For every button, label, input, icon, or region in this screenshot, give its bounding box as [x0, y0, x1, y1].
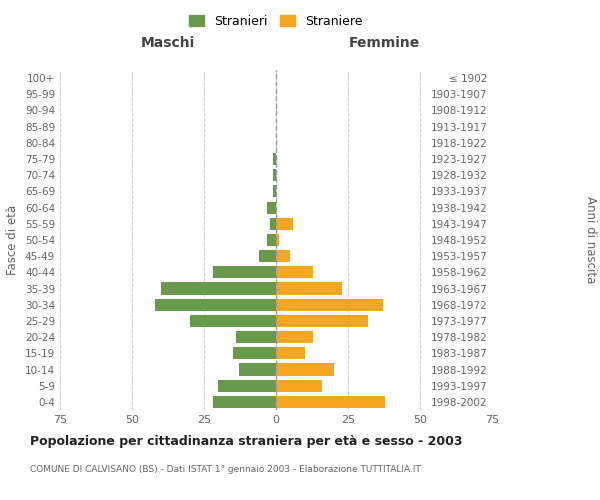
Bar: [268, 202, 276, 213]
Text: COMUNE DI CALVISANO (BS) - Dati ISTAT 1° gennaio 2003 - Elaborazione TUTTITALIA.: COMUNE DI CALVISANO (BS) - Dati ISTAT 1°…: [30, 465, 421, 474]
Bar: [276, 266, 313, 278]
Bar: [259, 250, 276, 262]
Bar: [276, 348, 305, 360]
Bar: [276, 396, 385, 408]
Bar: [276, 234, 279, 246]
Bar: [218, 380, 276, 392]
Bar: [276, 331, 313, 343]
Bar: [155, 298, 276, 311]
Bar: [276, 380, 322, 392]
Bar: [233, 348, 276, 360]
Bar: [273, 169, 276, 181]
Bar: [161, 282, 276, 294]
Bar: [276, 250, 290, 262]
Bar: [276, 298, 383, 311]
Bar: [276, 364, 334, 376]
Bar: [273, 153, 276, 165]
Text: Anni di nascita: Anni di nascita: [584, 196, 597, 284]
Bar: [273, 186, 276, 198]
Bar: [190, 315, 276, 327]
Bar: [236, 331, 276, 343]
Bar: [270, 218, 276, 230]
Bar: [276, 282, 342, 294]
Bar: [276, 218, 293, 230]
Bar: [276, 315, 368, 327]
Bar: [212, 396, 276, 408]
Bar: [212, 266, 276, 278]
Y-axis label: Fasce di età: Fasce di età: [7, 205, 19, 275]
Text: Femmine: Femmine: [349, 36, 419, 50]
Text: Popolazione per cittadinanza straniera per età e sesso - 2003: Popolazione per cittadinanza straniera p…: [30, 435, 463, 448]
Legend: Stranieri, Straniere: Stranieri, Straniere: [185, 11, 367, 32]
Bar: [239, 364, 276, 376]
Text: Maschi: Maschi: [141, 36, 195, 50]
Bar: [268, 234, 276, 246]
